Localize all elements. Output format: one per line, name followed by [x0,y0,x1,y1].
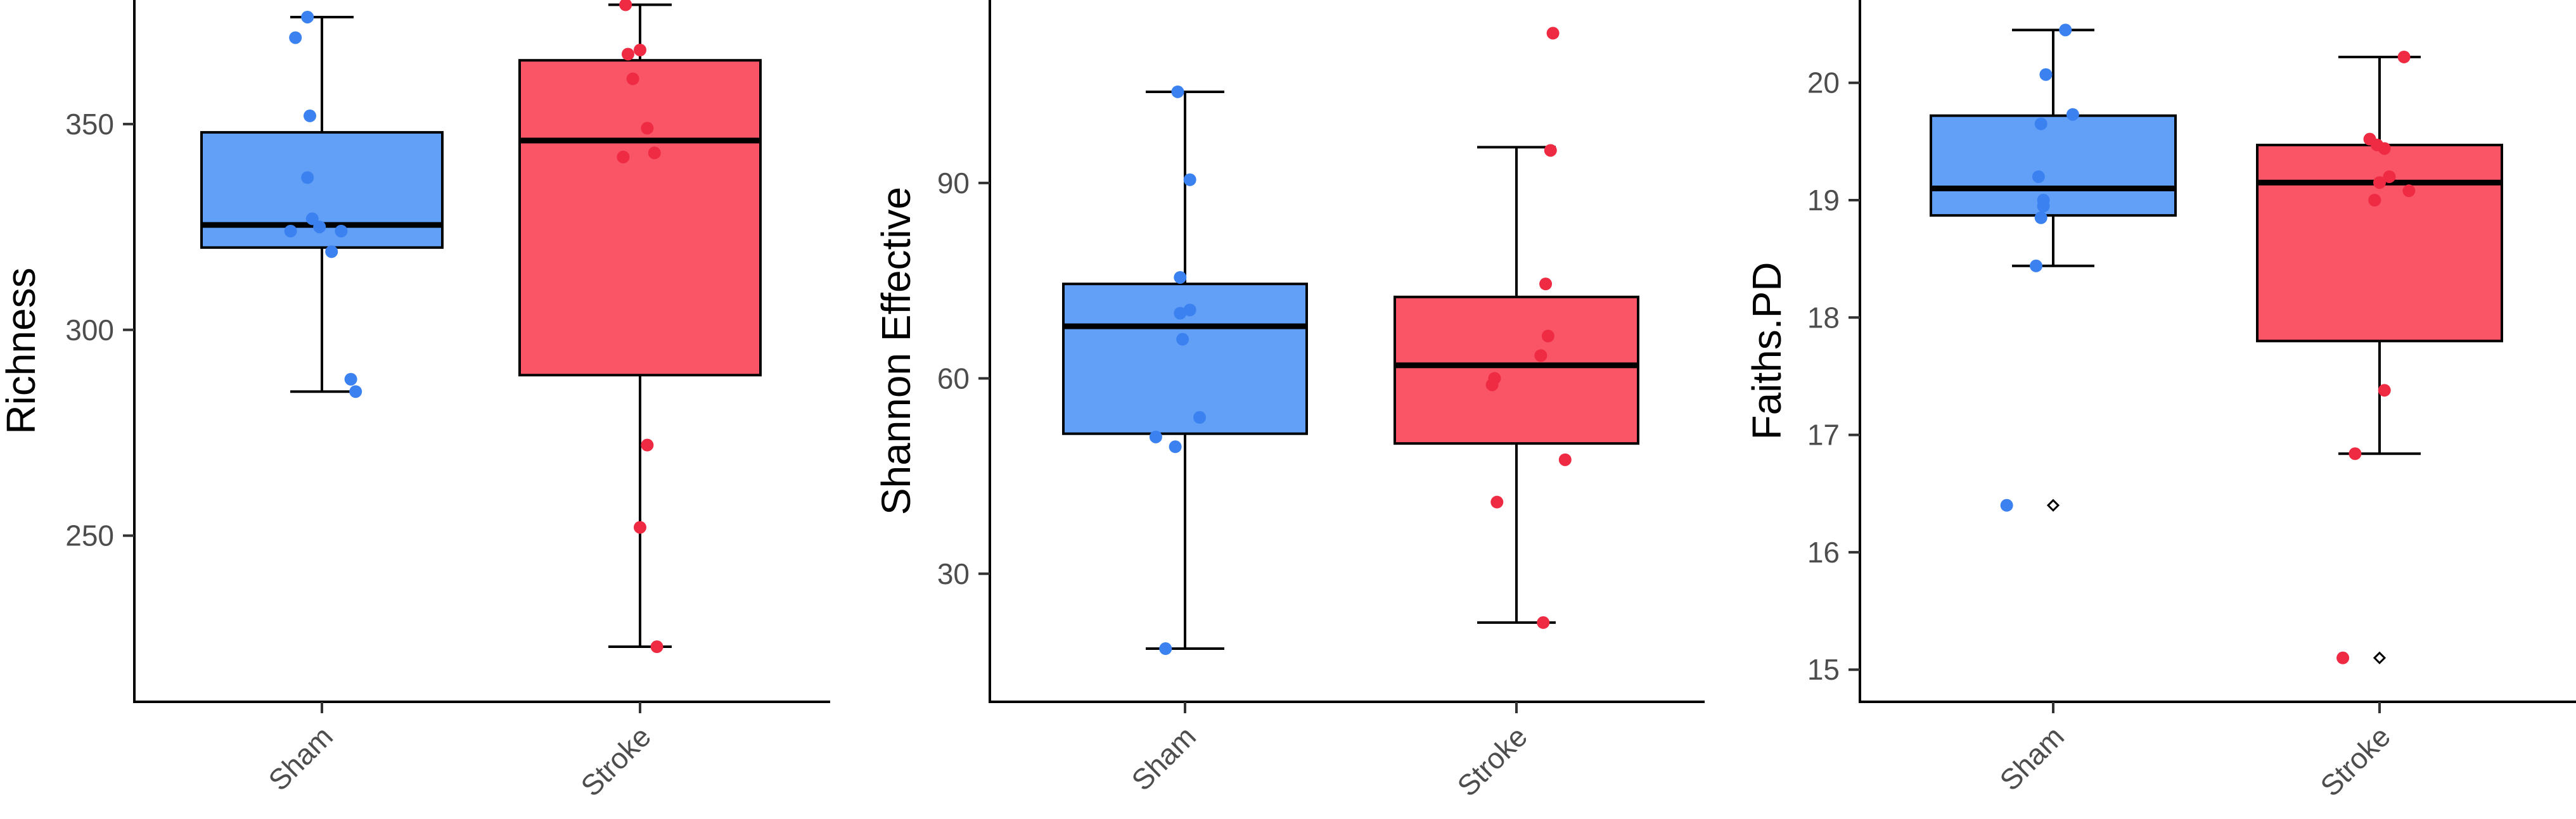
data-point-stroke [622,48,634,61]
y-tick-label: 16 [1807,536,1840,569]
data-point-sham [2032,170,2045,183]
data-point-sham [2034,117,2047,130]
data-point-stroke [2336,651,2350,664]
data-point-stroke [1539,277,1553,291]
data-point-stroke [641,122,654,135]
x-tick-label-stroke: Stroke [574,720,657,803]
data-point-sham [1193,411,1207,424]
data-point-stroke [2378,384,2391,397]
data-point-stroke [2378,142,2391,155]
y-axis-title: Faiths.PD [1744,262,1790,440]
x-tick-label-stroke: Stroke [2314,720,2397,803]
richness-panel: 250 300 350 Richness Sham Stroke [0,0,830,803]
data-point-sham [349,385,362,398]
data-point-sham [1171,85,1184,98]
y-tick-label: 19 [1807,184,1840,217]
data-point-sham [1174,270,1187,284]
data-point-stroke [1537,616,1550,629]
y-tick-label: 30 [937,557,970,590]
data-point-sham [1159,642,1172,656]
data-point-sham [2037,200,2050,213]
data-point-sham [1149,430,1162,443]
data-point-stroke [2373,176,2386,189]
data-point-stroke [634,43,646,56]
y-tick-label: 18 [1807,301,1840,334]
box-stroke [518,59,762,377]
x-tick-label-sham: Sham [262,720,339,797]
data-point-stroke [641,438,654,452]
data-point-stroke [1534,349,1548,362]
data-point-sham [301,171,314,184]
data-point-sham [304,109,316,122]
y-tick-label: 15 [1807,653,1840,686]
data-point-stroke [634,521,646,534]
data-point-sham [305,212,319,225]
box-stroke [1394,295,1639,445]
data-point-sham [2066,108,2079,121]
data-point-stroke [2368,194,2381,207]
outlier-sham [2046,498,2060,512]
outlier-stroke [2373,651,2387,664]
data-point-sham [335,224,348,238]
data-point-sham [1176,333,1189,346]
data-point-stroke [626,72,639,86]
data-point-stroke [2349,447,2362,460]
y-axis-title: Richness [0,267,44,434]
x-tick-label-stroke: Stroke [1451,720,1534,803]
box-stroke [2256,143,2503,343]
data-point-stroke [648,146,661,160]
data-point-stroke [1558,453,1572,466]
data-point-sham [1183,173,1196,186]
y-tick-label: 90 [937,167,970,200]
data-point-sham [2000,498,2013,512]
data-point-sham [289,31,302,44]
data-point-sham [301,10,314,23]
data-point-stroke [617,150,630,163]
data-point-stroke [1546,27,1560,40]
box-sham [1062,283,1308,435]
data-point-stroke [619,0,632,11]
data-point-stroke [1544,144,1557,157]
y-tick-label: 20 [1807,67,1840,99]
data-point-sham [1183,303,1196,317]
data-point-stroke [2383,170,2396,183]
shannon-effective-panel: 30 60 90 Shannon Effective Sham Stroke [873,0,1705,803]
data-point-stroke [2402,184,2416,198]
data-point-sham [2029,259,2042,272]
y-tick-label: 350 [65,108,114,141]
y-tick-label: 250 [65,519,114,552]
x-tick-label-sham: Sham [1993,720,2070,797]
x-tick-label-sham: Sham [1125,720,1202,797]
data-point-sham [2039,68,2053,81]
data-point-stroke [650,640,663,654]
y-tick-label: 300 [65,314,114,346]
data-point-sham [284,224,297,238]
box-sham [1930,114,2177,217]
faiths-pd-panel: 15 16 17 18 19 20 Faiths.PD Sham Stroke [1744,0,2576,803]
data-point-sham [2059,23,2072,37]
data-point-sham [2034,211,2047,224]
data-point-stroke [1490,495,1504,509]
data-point-sham [1174,307,1187,320]
data-point-sham [1169,440,1182,454]
data-point-sham [325,245,338,258]
data-point-sham [313,220,326,234]
data-point-stroke [1541,329,1554,343]
y-tick-label: 60 [937,362,970,395]
y-tick-label: 17 [1807,419,1840,452]
data-point-stroke [1485,378,1499,391]
y-axis-title: Shannon Effective [873,187,919,515]
data-point-sham [344,372,357,386]
data-point-stroke [2397,50,2411,63]
